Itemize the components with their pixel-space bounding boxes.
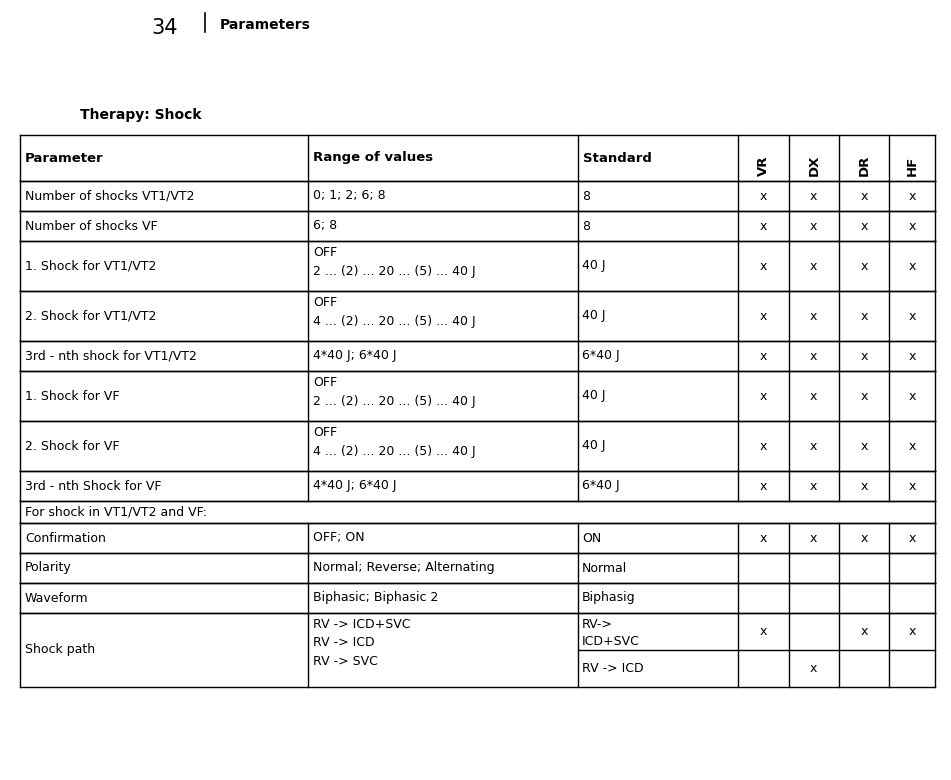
Text: 3rd - nth Shock for VF: 3rd - nth Shock for VF <box>25 480 162 492</box>
Text: 3rd - nth shock for VT1/VT2: 3rd - nth shock for VT1/VT2 <box>25 349 197 363</box>
Text: RV->
ICD+SVC: RV-> ICD+SVC <box>582 618 640 648</box>
Text: x: x <box>908 389 916 402</box>
Text: Confirmation: Confirmation <box>25 531 106 544</box>
Text: x: x <box>908 310 916 322</box>
Text: x: x <box>810 219 818 232</box>
Text: OFF
2 ... (2) ... 20 ... (5) ... 40 J: OFF 2 ... (2) ... 20 ... (5) ... 40 J <box>313 246 476 278</box>
Text: x: x <box>810 439 818 452</box>
Text: 40 J: 40 J <box>582 439 606 452</box>
Text: x: x <box>861 439 867 452</box>
Text: x: x <box>908 439 916 452</box>
Text: 4*40 J; 6*40 J: 4*40 J; 6*40 J <box>313 480 397 492</box>
Text: Therapy: Shock: Therapy: Shock <box>80 108 202 122</box>
Text: x: x <box>861 389 867 402</box>
Text: 8: 8 <box>582 219 591 232</box>
Text: x: x <box>861 349 867 363</box>
Text: x: x <box>908 219 916 232</box>
Text: x: x <box>908 625 916 638</box>
Text: OFF; ON: OFF; ON <box>313 531 365 544</box>
Text: x: x <box>760 190 767 203</box>
Text: Standard: Standard <box>583 151 652 165</box>
Text: 2. Shock for VT1/VT2: 2. Shock for VT1/VT2 <box>25 310 156 322</box>
Text: x: x <box>908 349 916 363</box>
Text: x: x <box>760 349 767 363</box>
Text: x: x <box>861 625 867 638</box>
Text: Shock path: Shock path <box>25 644 95 657</box>
Text: OFF
4 ... (2) ... 20 ... (5) ... 40 J: OFF 4 ... (2) ... 20 ... (5) ... 40 J <box>313 296 476 328</box>
Text: x: x <box>760 310 767 322</box>
Text: Number of shocks VF: Number of shocks VF <box>25 219 158 232</box>
Text: x: x <box>810 480 818 492</box>
Text: Number of shocks VT1/VT2: Number of shocks VT1/VT2 <box>25 190 195 203</box>
Text: DX: DX <box>807 154 821 176</box>
Text: x: x <box>861 480 867 492</box>
Text: ON: ON <box>582 531 601 544</box>
Text: 40 J: 40 J <box>582 260 606 272</box>
Text: x: x <box>861 219 867 232</box>
Text: x: x <box>760 219 767 232</box>
Text: Parameter: Parameter <box>25 151 104 165</box>
Text: x: x <box>861 310 867 322</box>
Text: Normal: Normal <box>582 562 628 575</box>
Text: x: x <box>760 260 767 272</box>
Text: x: x <box>810 349 818 363</box>
Text: x: x <box>810 260 818 272</box>
Text: HF: HF <box>905 156 919 176</box>
Text: x: x <box>810 531 818 544</box>
Text: OFF
2 ... (2) ... 20 ... (5) ... 40 J: OFF 2 ... (2) ... 20 ... (5) ... 40 J <box>313 376 476 407</box>
Text: 6*40 J: 6*40 J <box>582 349 620 363</box>
Text: RV -> ICD+SVC
RV -> ICD
RV -> SVC: RV -> ICD+SVC RV -> ICD RV -> SVC <box>313 618 411 668</box>
Text: x: x <box>760 531 767 544</box>
Text: x: x <box>861 190 867 203</box>
Text: x: x <box>760 439 767 452</box>
Text: Waveform: Waveform <box>25 591 88 604</box>
Text: 2. Shock for VF: 2. Shock for VF <box>25 439 120 452</box>
Text: x: x <box>810 662 818 675</box>
Text: 1. Shock for VF: 1. Shock for VF <box>25 389 120 402</box>
Text: x: x <box>760 480 767 492</box>
Text: DR: DR <box>858 154 870 176</box>
Text: Polarity: Polarity <box>25 562 71 575</box>
Text: Parameters: Parameters <box>220 18 311 32</box>
Text: 40 J: 40 J <box>582 389 606 402</box>
Text: VR: VR <box>757 155 770 176</box>
Text: OFF
4 ... (2) ... 20 ... (5) ... 40 J: OFF 4 ... (2) ... 20 ... (5) ... 40 J <box>313 426 476 458</box>
Text: x: x <box>908 190 916 203</box>
Text: x: x <box>810 389 818 402</box>
Text: x: x <box>760 625 767 638</box>
Text: 8: 8 <box>582 190 591 203</box>
Text: 40 J: 40 J <box>582 310 606 322</box>
Text: x: x <box>908 531 916 544</box>
Text: x: x <box>760 389 767 402</box>
Text: 6; 8: 6; 8 <box>313 219 338 232</box>
Text: x: x <box>861 260 867 272</box>
Text: For shock in VT1/VT2 and VF:: For shock in VT1/VT2 and VF: <box>25 505 207 519</box>
Text: 6*40 J: 6*40 J <box>582 480 620 492</box>
Text: 1. Shock for VT1/VT2: 1. Shock for VT1/VT2 <box>25 260 156 272</box>
Text: 4*40 J; 6*40 J: 4*40 J; 6*40 J <box>313 349 397 363</box>
Text: x: x <box>908 480 916 492</box>
Text: x: x <box>810 310 818 322</box>
Text: RV -> ICD: RV -> ICD <box>582 662 644 675</box>
Text: Normal; Reverse; Alternating: Normal; Reverse; Alternating <box>313 562 495 575</box>
Text: Biphasig: Biphasig <box>582 591 636 604</box>
Text: Biphasic; Biphasic 2: Biphasic; Biphasic 2 <box>313 591 438 604</box>
Text: 0; 1; 2; 6; 8: 0; 1; 2; 6; 8 <box>313 190 386 203</box>
Text: 34: 34 <box>152 18 178 38</box>
Text: Range of values: Range of values <box>313 151 434 165</box>
Text: x: x <box>810 190 818 203</box>
Text: x: x <box>908 260 916 272</box>
Text: x: x <box>861 531 867 544</box>
